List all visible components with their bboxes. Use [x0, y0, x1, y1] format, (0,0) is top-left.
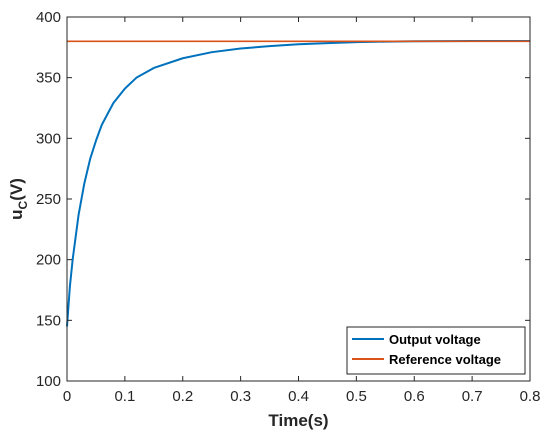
y-tick-label: 100: [36, 373, 61, 390]
series-layer: [66, 40, 530, 327]
ticks-layer: 0 0.1 0.2 0.3 0.4 0.5 0.6 0.7 0.8 100 150 200 250 300…: [36, 9, 540, 405]
y-tick-label: 400: [36, 9, 61, 26]
labels-layer: Time(s) uC(V): [7, 178, 329, 430]
y-tick-label: 300: [36, 130, 61, 147]
legend-label-reference: Reference voltage: [389, 352, 501, 367]
plot-frame: [66, 16, 531, 382]
x-tick-label: 0.5: [346, 388, 367, 405]
plot-background: [67, 17, 530, 381]
y-axis-label: uC(V): [7, 178, 30, 220]
legend-box: [346, 326, 526, 375]
y-tick-label: 250: [36, 191, 61, 208]
x-tick-label: 0.2: [172, 388, 193, 405]
x-tick-label: 0.7: [462, 388, 483, 405]
x-tick-label: 0.8: [520, 388, 541, 405]
x-tick-label: 0: [63, 388, 71, 405]
x-tick-label: 0.6: [404, 388, 425, 405]
y-axis-label-unit: (V): [7, 178, 26, 201]
x-tick-label: 0.1: [114, 388, 135, 405]
y-tick-label: 350: [36, 70, 61, 87]
x-tick-label: 0.4: [288, 388, 309, 405]
y-axis-label-subscript: C: [16, 200, 30, 209]
y-tick-label: 200: [36, 252, 61, 269]
x-axis-label: Time(s): [268, 411, 328, 430]
legend-label-output: Output voltage: [389, 332, 481, 347]
y-axis-label-symbol: u: [7, 209, 26, 219]
x-tick-label: 0.3: [230, 388, 251, 405]
y-tick-label: 150: [36, 312, 61, 329]
legend: Output voltage Reference voltage: [346, 326, 526, 375]
